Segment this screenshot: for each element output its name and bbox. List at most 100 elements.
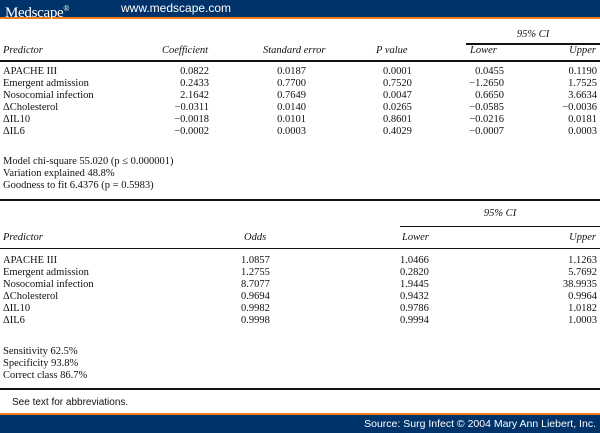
upper-cell: −0.0036 bbox=[562, 102, 597, 113]
specificity-note: Specificity 93.8% bbox=[3, 358, 79, 369]
se-cell: 0.7649 bbox=[277, 90, 306, 101]
table1-header-p-value: P value bbox=[376, 45, 408, 56]
table-row: ΔIL10 0.9982 0.9786 1.0182 bbox=[0, 303, 600, 315]
source-credit: Source: Surg Infect © 2004 Mary Ann Lieb… bbox=[364, 418, 596, 430]
se-cell: 0.0140 bbox=[277, 102, 306, 113]
predictor-cell: Nosocomial infection bbox=[3, 279, 94, 290]
predictor-cell: APACHE III bbox=[3, 66, 58, 77]
table2-header-predictor: Predictor bbox=[3, 232, 43, 243]
coefficient-cell: −0.0311 bbox=[174, 102, 209, 113]
table2-header-lower: Lower bbox=[402, 232, 429, 243]
table1-header-upper: Upper bbox=[569, 45, 596, 56]
upper-cell: 0.0003 bbox=[568, 126, 597, 137]
predictor-cell: ΔCholesterol bbox=[3, 102, 59, 113]
predictor-cell: APACHE III bbox=[3, 255, 58, 266]
p-value-cell: 0.7520 bbox=[383, 78, 412, 89]
table1-header-rule bbox=[0, 60, 600, 62]
footnote: See text for abbreviations. bbox=[12, 397, 129, 408]
p-value-cell: 0.8601 bbox=[383, 114, 412, 125]
p-value-cell: 0.0001 bbox=[383, 66, 412, 77]
table2-ci-label: 95% CI bbox=[483, 208, 517, 219]
upper-cell: 1.0182 bbox=[568, 303, 597, 314]
table1-ci-label: 95% CI bbox=[516, 29, 550, 40]
upper-cell: 0.0181 bbox=[568, 114, 597, 125]
lower-cell: −0.0216 bbox=[469, 114, 504, 125]
se-cell: 0.7700 bbox=[277, 78, 306, 89]
p-value-cell: 0.0265 bbox=[383, 102, 412, 113]
lower-cell: −0.0585 bbox=[469, 102, 504, 113]
odds-cell: 8.7077 bbox=[241, 279, 270, 290]
table-row: APACHE III 0.0822 0.0187 0.0001 0.0455 0… bbox=[0, 66, 600, 78]
table1-header-coefficient: Coefficient bbox=[162, 45, 209, 56]
predictor-cell: Emergent admission bbox=[3, 78, 89, 89]
table2-header-upper: Upper bbox=[569, 232, 596, 243]
correct-class-note: Correct class 86.7% bbox=[3, 370, 88, 381]
table1-header-lower: Lower bbox=[470, 45, 497, 56]
table1-bottom-rule bbox=[0, 199, 600, 201]
upper-cell: 1.0003 bbox=[568, 315, 597, 326]
upper-cell: 1.1263 bbox=[568, 255, 597, 266]
table-row: ΔCholesterol −0.0311 0.0140 0.0265 −0.05… bbox=[0, 102, 600, 114]
lower-cell: 0.9994 bbox=[400, 315, 429, 326]
odds-cell: 0.9982 bbox=[241, 303, 270, 314]
odds-cell: 1.0857 bbox=[241, 255, 270, 266]
coefficient-cell: 0.0822 bbox=[180, 66, 209, 77]
header-bar: Medscape® www.medscape.com bbox=[0, 0, 600, 22]
predictor-cell: ΔIL6 bbox=[3, 315, 25, 326]
lower-cell: 0.2820 bbox=[400, 267, 429, 278]
table-row: APACHE III 1.0857 1.0466 1.1263 bbox=[0, 255, 600, 267]
predictor-cell: Nosocomial infection bbox=[3, 90, 94, 101]
lower-cell: 0.0455 bbox=[475, 66, 504, 77]
upper-cell: 38.9935 bbox=[562, 279, 597, 290]
odds-cell: 0.9998 bbox=[241, 315, 270, 326]
model-chi-square-note: Model chi-square 55.020 (p ≤ 0.000001) bbox=[3, 156, 174, 167]
lower-cell: 1.0466 bbox=[400, 255, 429, 266]
medscape-logo: Medscape® bbox=[5, 0, 69, 22]
variation-explained-note: Variation explained 48.8% bbox=[3, 168, 115, 179]
lower-cell: −0.0007 bbox=[469, 126, 504, 137]
p-value-cell: 0.4029 bbox=[383, 126, 412, 137]
goodness-of-fit-note: Goodness to fit 6.4376 (p = 0.5983) bbox=[3, 180, 154, 191]
table-row: ΔIL10 −0.0018 0.0101 0.8601 −0.0216 0.01… bbox=[0, 114, 600, 126]
se-cell: 0.0003 bbox=[277, 126, 306, 137]
table2-header-odds: Odds bbox=[244, 232, 267, 243]
se-cell: 0.0187 bbox=[277, 66, 306, 77]
lower-cell: 0.9432 bbox=[400, 291, 429, 302]
predictor-cell: ΔIL10 bbox=[3, 303, 31, 314]
table2-header-rule bbox=[0, 248, 600, 249]
table1-header-predictor: Predictor bbox=[3, 45, 43, 56]
table-row: ΔIL6 −0.0002 0.0003 0.4029 −0.0007 0.000… bbox=[0, 126, 600, 138]
odds-cell: 1.2755 bbox=[241, 267, 270, 278]
table-row: Nosocomial infection 2.1642 0.7649 0.004… bbox=[0, 90, 600, 102]
table-row: Nosocomial infection 8.7077 1.9445 38.99… bbox=[0, 279, 600, 291]
sensitivity-note: Sensitivity 62.5% bbox=[3, 346, 78, 357]
predictor-cell: ΔCholesterol bbox=[3, 291, 59, 302]
table-row: Emergent admission 0.2433 0.7700 0.7520 … bbox=[0, 78, 600, 90]
lower-cell: 0.6650 bbox=[475, 90, 504, 101]
predictor-cell: ΔIL6 bbox=[3, 126, 25, 137]
upper-cell: 1.7525 bbox=[568, 78, 597, 89]
lower-cell: −1.2650 bbox=[469, 78, 504, 89]
lower-cell: 1.9445 bbox=[400, 279, 429, 290]
coefficient-cell: −0.0018 bbox=[174, 114, 209, 125]
table-row: ΔCholesterol 0.9694 0.9432 0.9964 bbox=[0, 291, 600, 303]
upper-cell: 3.6634 bbox=[568, 90, 597, 101]
table-row: ΔIL6 0.9998 0.9994 1.0003 bbox=[0, 315, 600, 327]
predictor-cell: ΔIL10 bbox=[3, 114, 31, 125]
table-row: Emergent admission 1.2755 0.2820 5.7692 bbox=[0, 267, 600, 279]
table2-ci-rule bbox=[400, 226, 600, 227]
upper-cell: 0.1190 bbox=[568, 66, 598, 77]
coefficient-cell: 2.1642 bbox=[180, 90, 209, 101]
table2-bottom-rule bbox=[0, 388, 600, 390]
site-url[interactable]: www.medscape.com bbox=[121, 1, 232, 15]
odds-cell: 0.9694 bbox=[241, 291, 270, 302]
lower-cell: 0.9786 bbox=[400, 303, 429, 314]
coefficient-cell: 0.2433 bbox=[180, 78, 209, 89]
coefficient-cell: −0.0002 bbox=[174, 126, 209, 137]
p-value-cell: 0.0047 bbox=[383, 90, 412, 101]
table1-ci-rule bbox=[466, 43, 600, 45]
predictor-cell: Emergent admission bbox=[3, 267, 89, 278]
footer-bar: Source: Surg Infect © 2004 Mary Ann Lieb… bbox=[0, 413, 600, 433]
registered-mark: ® bbox=[63, 4, 70, 13]
table1-header-standard-error: Standard error bbox=[263, 45, 326, 56]
